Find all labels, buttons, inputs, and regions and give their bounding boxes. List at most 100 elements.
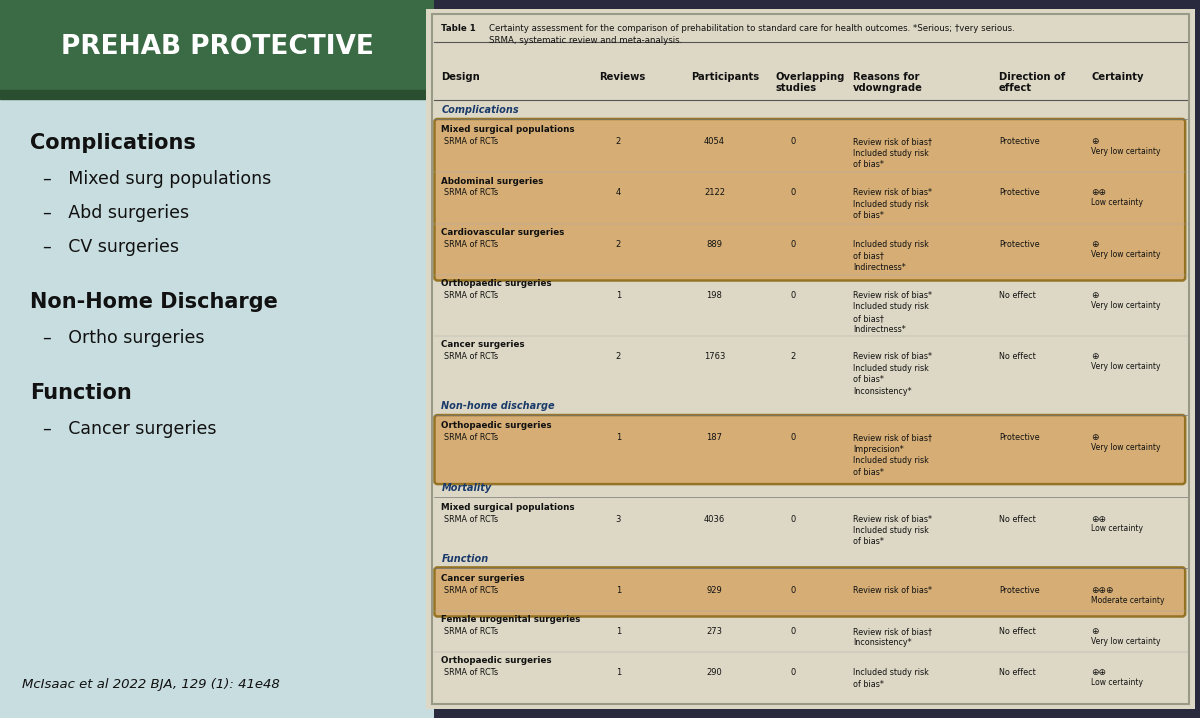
Text: Complications: Complications — [442, 106, 520, 116]
Text: Protective: Protective — [1000, 586, 1039, 595]
Text: No effect: No effect — [1000, 352, 1036, 361]
Text: Review risk of bias*
Included study risk
of bias†
Indirectness*: Review risk of bias* Included study risk… — [853, 291, 932, 335]
Text: SRMA of RCTs: SRMA of RCTs — [444, 668, 498, 677]
Text: Moderate certainty: Moderate certainty — [1091, 596, 1165, 605]
Text: Review risk of bias*
Included study risk
of bias*: Review risk of bias* Included study risk… — [853, 515, 932, 546]
Text: 0: 0 — [791, 586, 796, 595]
Text: SRMA of RCTs: SRMA of RCTs — [444, 352, 498, 361]
Text: Mixed surgical populations: Mixed surgical populations — [442, 125, 575, 134]
Text: ⊕: ⊕ — [1091, 137, 1099, 146]
Text: 2: 2 — [616, 240, 620, 248]
Text: 2: 2 — [616, 137, 620, 146]
Text: 290: 290 — [707, 668, 722, 677]
Text: No effect: No effect — [1000, 291, 1036, 300]
Text: 4054: 4054 — [704, 137, 725, 146]
Text: Very low certainty: Very low certainty — [1091, 250, 1160, 258]
Text: Overlapping
studies: Overlapping studies — [776, 72, 845, 93]
Text: Non-home discharge: Non-home discharge — [442, 401, 556, 411]
Text: Function: Function — [442, 554, 488, 564]
Text: Abdominal surgeries: Abdominal surgeries — [442, 177, 544, 185]
Text: Protective: Protective — [1000, 137, 1039, 146]
Text: Very low certainty: Very low certainty — [1091, 443, 1160, 452]
Text: Cancer surgeries: Cancer surgeries — [442, 574, 526, 583]
Text: 273: 273 — [707, 627, 722, 636]
Text: PREHAB PROTECTIVE: PREHAB PROTECTIVE — [61, 34, 373, 60]
Text: Certainty: Certainty — [1091, 72, 1144, 82]
Text: Protective: Protective — [1000, 434, 1039, 442]
Text: No effect: No effect — [1000, 515, 1036, 523]
Text: SRMA of RCTs: SRMA of RCTs — [444, 189, 498, 197]
Text: Orthopaedic surgeries: Orthopaedic surgeries — [442, 421, 552, 430]
Text: 1: 1 — [616, 586, 620, 595]
Text: SRMA of RCTs: SRMA of RCTs — [444, 291, 498, 300]
Text: No effect: No effect — [1000, 627, 1036, 636]
Text: Very low certainty: Very low certainty — [1091, 362, 1160, 371]
Text: 2: 2 — [616, 352, 620, 361]
Text: Review risk of bias†
Imprecision*
Included study risk
of bias*: Review risk of bias† Imprecision* Includ… — [853, 434, 932, 477]
Text: ⊕: ⊕ — [1091, 291, 1099, 300]
Bar — [0, 0, 434, 90]
Text: Cardiovascular surgeries: Cardiovascular surgeries — [442, 228, 565, 237]
Text: ⊕⊕⊕: ⊕⊕⊕ — [1091, 586, 1114, 595]
Text: Table 1: Table 1 — [442, 24, 479, 33]
Text: 929: 929 — [707, 586, 722, 595]
Text: Complications: Complications — [30, 133, 197, 153]
Text: 2122: 2122 — [704, 189, 725, 197]
Text: ⊕: ⊕ — [1091, 434, 1099, 442]
Text: Review risk of bias*
Included study risk
of bias*: Review risk of bias* Included study risk… — [853, 189, 932, 220]
Text: 0: 0 — [791, 189, 796, 197]
FancyBboxPatch shape — [434, 567, 1186, 617]
Text: 0: 0 — [791, 668, 796, 677]
Text: 1: 1 — [616, 291, 620, 300]
Text: ⊕: ⊕ — [1091, 352, 1099, 361]
Text: SRMA of RCTs: SRMA of RCTs — [444, 627, 498, 636]
Text: Low certainty: Low certainty — [1091, 198, 1144, 208]
Text: SRMA of RCTs: SRMA of RCTs — [444, 434, 498, 442]
Text: Review risk of bias*
Included study risk
of bias*
Inconsistency*: Review risk of bias* Included study risk… — [853, 352, 932, 396]
Text: 0: 0 — [791, 434, 796, 442]
Text: No effect: No effect — [1000, 668, 1036, 677]
Text: Review risk of bias†
Inconsistency*: Review risk of bias† Inconsistency* — [853, 627, 932, 648]
Text: SRMA of RCTs: SRMA of RCTs — [444, 240, 498, 248]
Text: Very low certainty: Very low certainty — [1091, 637, 1160, 646]
Text: Mortality: Mortality — [442, 482, 492, 493]
Text: Included study risk
of bias†
Indirectness*: Included study risk of bias† Indirectnes… — [853, 240, 929, 271]
Text: 1: 1 — [616, 668, 620, 677]
Text: ⊕⊕: ⊕⊕ — [1091, 668, 1106, 677]
Text: Reasons for
vdowngrade: Reasons for vdowngrade — [853, 72, 923, 93]
Text: Participants: Participants — [691, 72, 760, 82]
Text: Function: Function — [30, 383, 132, 403]
Text: –   Abd surgeries: – Abd surgeries — [43, 204, 190, 222]
Text: 4: 4 — [616, 189, 620, 197]
Text: Orthopaedic surgeries: Orthopaedic surgeries — [442, 279, 552, 288]
Text: SRMA of RCTs: SRMA of RCTs — [444, 137, 498, 146]
Text: 0: 0 — [791, 137, 796, 146]
Text: 4036: 4036 — [704, 515, 725, 523]
Text: Very low certainty: Very low certainty — [1091, 147, 1160, 157]
Text: 1763: 1763 — [703, 352, 725, 361]
Text: Very low certainty: Very low certainty — [1091, 301, 1160, 310]
Text: 889: 889 — [707, 240, 722, 248]
Text: 198: 198 — [707, 291, 722, 300]
Text: –   Ortho surgeries: – Ortho surgeries — [43, 329, 205, 347]
Text: Low certainty: Low certainty — [1091, 679, 1144, 687]
Text: Low certainty: Low certainty — [1091, 524, 1144, 533]
Text: Review risk of bias*: Review risk of bias* — [853, 586, 932, 595]
Text: Included study risk
of bias*: Included study risk of bias* — [853, 668, 929, 689]
Text: Protective: Protective — [1000, 240, 1039, 248]
Text: McIsaac et al 2022 BJA, 129 (1): 41e48: McIsaac et al 2022 BJA, 129 (1): 41e48 — [22, 678, 280, 691]
Text: Review risk of bias†
Included study risk
of bias*: Review risk of bias† Included study risk… — [853, 137, 932, 169]
FancyBboxPatch shape — [434, 119, 1186, 281]
Text: 1: 1 — [616, 434, 620, 442]
Text: Protective: Protective — [1000, 189, 1039, 197]
Text: Cancer surgeries: Cancer surgeries — [442, 340, 526, 349]
Text: ⊕: ⊕ — [1091, 240, 1099, 248]
Text: 0: 0 — [791, 515, 796, 523]
Text: Reviews: Reviews — [599, 72, 646, 82]
Text: 0: 0 — [791, 240, 796, 248]
Text: SRMA of RCTs: SRMA of RCTs — [444, 515, 498, 523]
Text: 3: 3 — [616, 515, 620, 523]
Text: 0: 0 — [791, 627, 796, 636]
Text: ⊕⊕: ⊕⊕ — [1091, 189, 1106, 197]
Text: Non-Home Discharge: Non-Home Discharge — [30, 292, 278, 312]
